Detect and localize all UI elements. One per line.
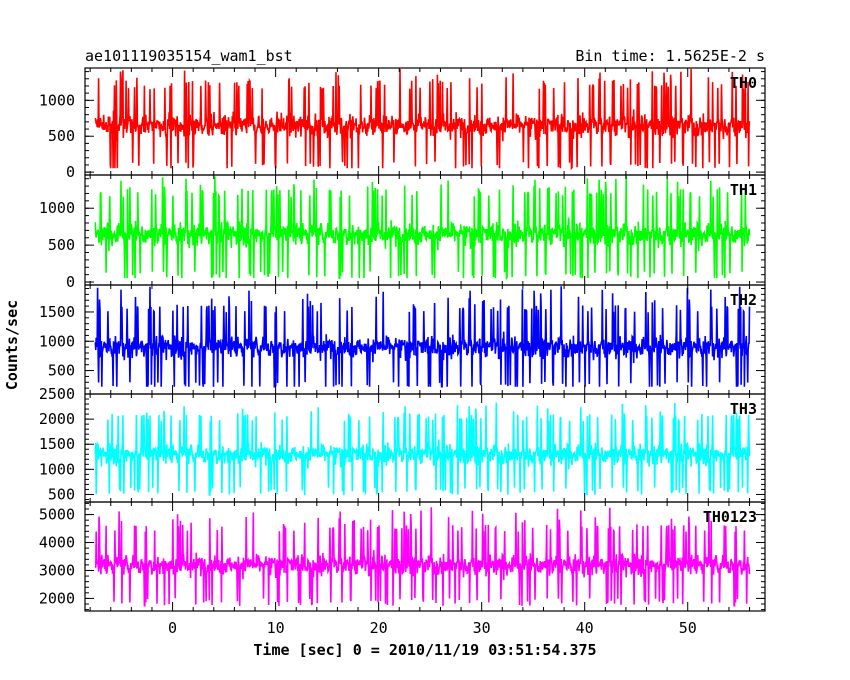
y-tick-label: 1000 xyxy=(39,91,75,109)
panel-label-th1: TH1 xyxy=(730,181,757,199)
x-tick-label: 20 xyxy=(370,619,388,637)
y-tick-label: 4000 xyxy=(39,534,75,552)
series-line-th1 xyxy=(94,175,751,281)
y-tick-label: 500 xyxy=(48,127,75,145)
y-tick-label: 500 xyxy=(48,236,75,254)
x-tick-label: 0 xyxy=(168,619,177,637)
x-tick-label: 50 xyxy=(679,619,697,637)
series-line-th0123 xyxy=(94,507,751,607)
panel-th1: 0 500 1000 TH1 xyxy=(39,174,766,291)
x-tick-label: 10 xyxy=(267,619,285,637)
y-tick-label: 1500 xyxy=(39,435,75,453)
panel-th0123: 2000 3000 4000 5000 TH0123 xyxy=(39,501,766,612)
y-tick-label: 500 xyxy=(48,485,75,503)
y-tick-label: 0 xyxy=(66,163,75,181)
y-tick-label: 500 xyxy=(48,362,75,380)
panel-label-th3: TH3 xyxy=(730,400,757,418)
y-tick-label: 1000 xyxy=(39,332,75,350)
y-tick-label: 2000 xyxy=(39,589,75,607)
x-tick-label: 30 xyxy=(473,619,491,637)
series-line-th0 xyxy=(94,68,751,171)
bin-time-label: Bin time: 1.5625E-2 s xyxy=(575,47,765,65)
x-axis-label: Time [sec] 0 = 2010/11/19 03:51:54.375 xyxy=(253,641,596,659)
panel-label-th0: TH0 xyxy=(730,74,757,92)
series-line-th3 xyxy=(94,402,751,496)
panel-label-th0123: TH0123 xyxy=(703,508,757,526)
panel-th3: 500 1000 1500 2000 2500 TH3 xyxy=(39,385,766,503)
y-tick-label: 2500 xyxy=(39,385,75,403)
y-tick-label: 1500 xyxy=(39,303,75,321)
chart-title: ae101119035154_wam1_bst xyxy=(85,47,293,65)
y-tick-label: 1000 xyxy=(39,460,75,478)
y-tick-label: 3000 xyxy=(39,561,75,579)
y-tick-label: 0 xyxy=(66,273,75,291)
panel-th2: 500 1000 1500 TH2 xyxy=(39,284,766,395)
x-tick-label: 40 xyxy=(576,619,594,637)
y-tick-label: 2000 xyxy=(39,410,75,428)
y-axis-label: Counts/sec xyxy=(3,300,21,390)
panel-th0: 0 500 1000 TH0 xyxy=(39,67,766,181)
panel-label-th2: TH2 xyxy=(730,291,757,309)
y-tick-label: 1000 xyxy=(39,199,75,217)
panels-layer: 05001000TH005001000TH150010001500TH25001… xyxy=(39,67,766,637)
panel-frame xyxy=(84,501,766,612)
y-tick-label: 5000 xyxy=(39,506,75,524)
series-line-th2 xyxy=(94,286,751,388)
